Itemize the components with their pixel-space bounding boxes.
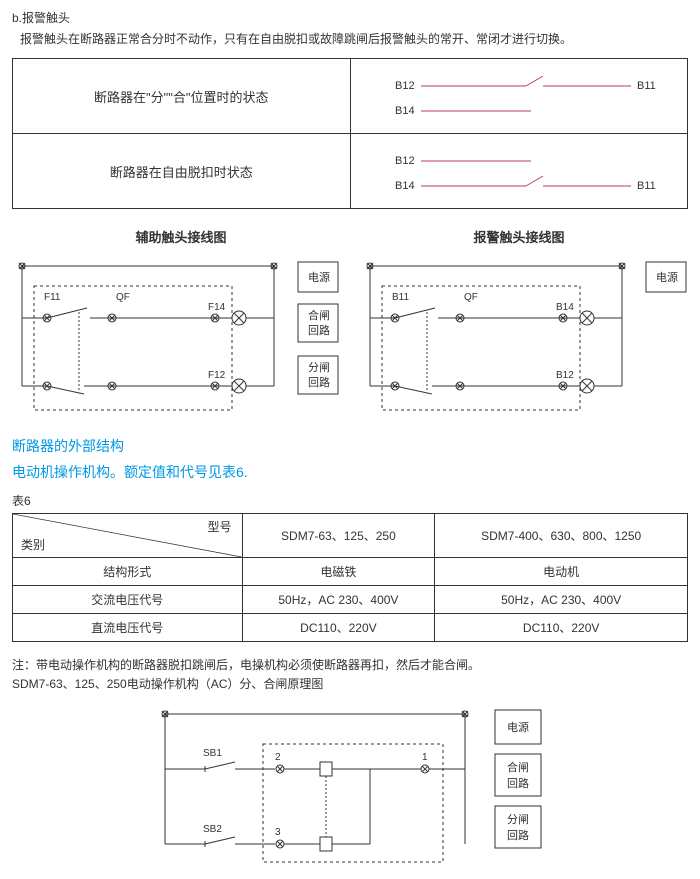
aux-wiring-diagram: F11 QF F14 F12 电源 合闸 回路 分闸 回路: [12, 256, 342, 416]
label-n2: 2: [275, 752, 281, 763]
b-legend-power: 电源: [507, 720, 529, 734]
blue-heading-1: 断路器的外部结构: [12, 436, 688, 456]
legend-close-1: 合闸: [308, 308, 330, 322]
legend-power: 电源: [308, 270, 330, 284]
blue-heading-2: 电动机操作机构。额定值和代号见表6.: [12, 462, 688, 482]
spec-row2-c3: 50Hz，AC 230、400V: [435, 586, 688, 614]
label-b11: B11: [392, 292, 409, 303]
spec-row3-c2: DC110、220V: [242, 614, 435, 642]
state-row1-label: 断路器在"分""合"位置时的状态: [13, 59, 351, 134]
spec-table: 型号 类别 SDM7-63、125、250 SDM7-400、630、800、1…: [12, 513, 688, 642]
label-b12: B12: [556, 370, 574, 381]
legend-power-2: 电源: [656, 270, 678, 284]
label-b12-2: B12: [395, 155, 415, 167]
b-legend-close-2: 回路: [507, 777, 529, 790]
diag-bottom: 类别: [21, 536, 45, 553]
spec-row1-c1: 结构形式: [13, 558, 243, 586]
alarm-wiring-diagram: B11 QF B14 B12 电源: [360, 256, 690, 416]
b-legend-open-1: 分闸: [507, 813, 529, 826]
label-f14: F14: [208, 302, 226, 313]
state-row2-diagram: B12 B14 B11: [350, 134, 688, 209]
b-legend-open-2: 回路: [507, 829, 529, 842]
section-b-title: b.报警触头: [12, 9, 688, 26]
spec-row2-c1: 交流电压代号: [13, 586, 243, 614]
bottom-diagram: SB1 SB2 2 1 3 电源 合闸 回路 分闸 回路: [12, 704, 688, 874]
label-qf-2: QF: [464, 292, 478, 303]
legend-open-2: 回路: [308, 376, 330, 389]
spec-diag-cell: 型号 类别: [13, 514, 243, 558]
label-f12: F12: [208, 370, 226, 381]
label-sb1: SB1: [203, 748, 222, 759]
b-legend-close-1: 合闸: [507, 760, 529, 774]
label-n3: 3: [275, 827, 281, 838]
state-row1-diagram: B12 B11 B14: [350, 59, 688, 134]
spec-row1-c2: 电磁铁: [242, 558, 435, 586]
label-sb2: SB2: [203, 824, 222, 835]
intro-text: 报警触头在断路器正常合分时不动作，只有在自由脱扣或故障跳闸后报警触头的常开、常闭…: [20, 30, 688, 48]
diag-top: 型号: [207, 518, 231, 535]
legend-close-2: 回路: [308, 324, 330, 337]
spec-row3-c3: DC110、220V: [435, 614, 688, 642]
wiring-diagrams: F11 QF F14 F12 电源 合闸 回路 分闸 回路: [12, 256, 688, 416]
state-table: 断路器在"分""合"位置时的状态 B12 B11 B14 断路器在自由脱扣时状态: [12, 58, 688, 209]
legend-open-1: 分闸: [308, 361, 330, 374]
spec-row2-c2: 50Hz，AC 230、400V: [242, 586, 435, 614]
label-b14: B14: [556, 302, 574, 313]
label-qf: QF: [116, 292, 130, 303]
note-block: 注：带电动操作机构的断路器脱扣跳闸后，电操机构必须使断路器再扣，然后才能合闸。 …: [12, 656, 688, 694]
label-n1: 1: [422, 752, 428, 763]
label-b11: B11: [637, 80, 656, 92]
alarm-contact-title: 报警触头接线图: [473, 227, 564, 246]
note-line1: 注：带电动操作机构的断路器脱扣跳闸后，电操机构必须使断路器再扣，然后才能合闸。: [12, 656, 688, 675]
label-b14: B14: [395, 105, 415, 117]
spec-col3-header: SDM7-400、630、800、1250: [435, 514, 688, 558]
spec-row1-c3: 电动机: [435, 558, 688, 586]
aux-contact-title: 辅助触头接线图: [135, 227, 226, 246]
state-row2-label: 断路器在自由脱扣时状态: [13, 134, 351, 209]
table6-label: 表6: [12, 492, 688, 509]
label-f11: F11: [44, 292, 61, 303]
note-line2: SDM7-63、125、250电动操作机构（AC）分、合闸原理图: [12, 675, 688, 694]
label-b11-2: B11: [637, 180, 656, 192]
label-b14-2: B14: [395, 180, 415, 192]
spec-row3-c1: 直流电压代号: [13, 614, 243, 642]
label-b12: B12: [395, 80, 415, 92]
diagram-titles: 辅助触头接线图 报警触头接线图: [12, 227, 688, 246]
spec-col2-header: SDM7-63、125、250: [242, 514, 435, 558]
